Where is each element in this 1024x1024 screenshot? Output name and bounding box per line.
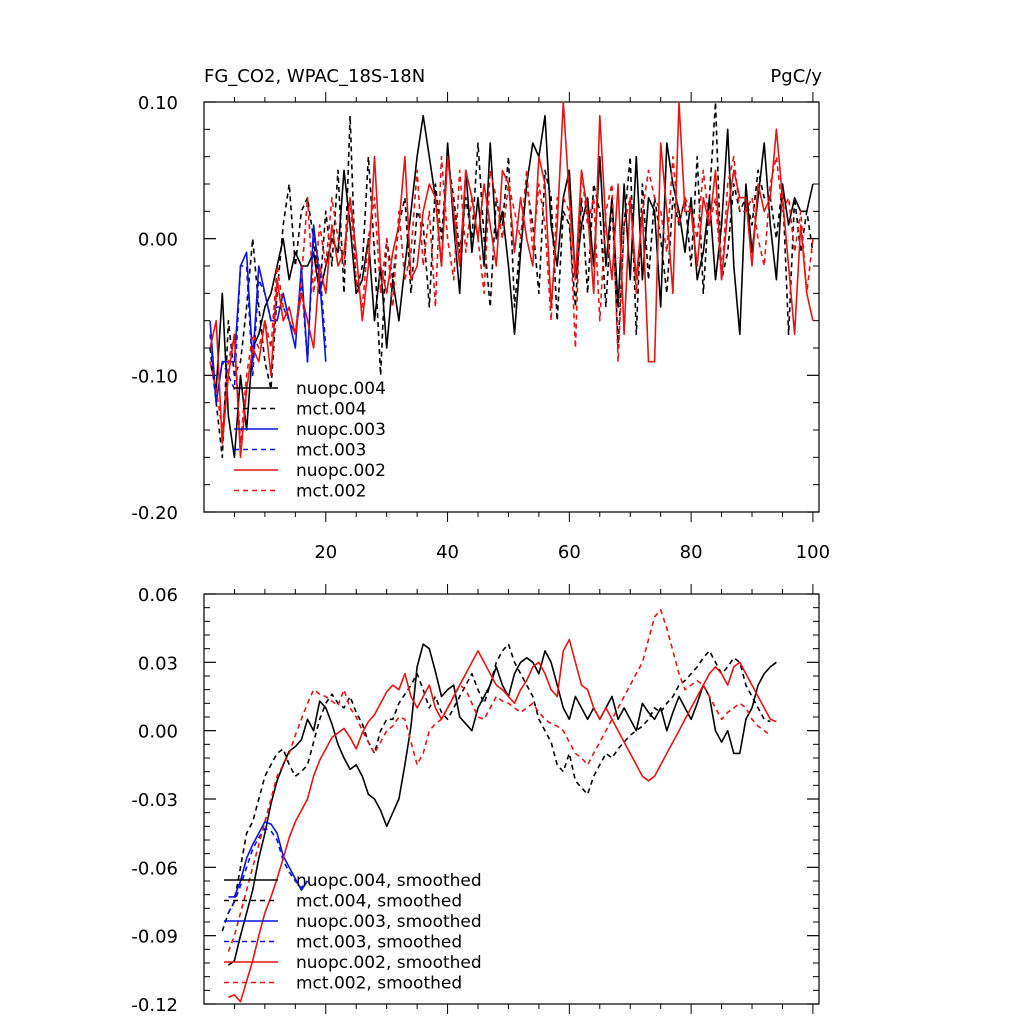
x-tick-label: 60 bbox=[558, 542, 581, 563]
legend-label: nuopc.002 bbox=[296, 461, 386, 481]
y-tick-label: -0.10 bbox=[131, 366, 178, 387]
y-tick-label: 0.10 bbox=[138, 93, 178, 114]
y-tick-label: 0.00 bbox=[138, 722, 178, 743]
y-tick-label: -0.12 bbox=[131, 995, 178, 1016]
series-line-mct-002 bbox=[209, 155, 814, 445]
legend-label: mct.004, smoothed bbox=[296, 892, 462, 912]
legend-label: mct.003, smoothed bbox=[296, 933, 462, 953]
y-tick-label: -0.06 bbox=[131, 858, 178, 879]
x-tick-label: 40 bbox=[436, 542, 459, 563]
y-tick-label: -0.20 bbox=[131, 503, 178, 524]
series-line-mct-004-smoothed bbox=[221, 643, 771, 932]
series-line-nuopc-002 bbox=[209, 101, 814, 459]
series-line-nuopc-003-smoothed bbox=[228, 820, 309, 898]
y-tick-label: 0.00 bbox=[138, 230, 178, 251]
y-tick-label: 0.03 bbox=[138, 653, 178, 674]
series-line-nuopc-003 bbox=[209, 224, 327, 404]
series-line-mct-003 bbox=[209, 237, 327, 404]
legend-label: mct.004 bbox=[296, 400, 366, 420]
legend-label: nuopc.003, smoothed bbox=[296, 912, 482, 932]
legend-label: nuopc.003 bbox=[296, 420, 386, 440]
legend-label: nuopc.004, smoothed bbox=[296, 871, 482, 891]
panel-flux-smoothed: 0.06 0.03 0.00 -0.03 -0.06 -0.09 -0.12 nuopc.00… bbox=[131, 584, 820, 1016]
legend-label: mct.002 bbox=[296, 482, 366, 502]
y-tick-label: -0.09 bbox=[131, 927, 178, 948]
units-label: PgC/y bbox=[770, 66, 822, 87]
x-tick-label: 100 bbox=[796, 542, 830, 563]
panel-flux-raw: FG_CO2, WPAC_18S-18N PgC/y 0.10 0.00 -0.10… bbox=[131, 66, 830, 563]
plot-frame bbox=[203, 101, 820, 513]
series-line-nuopc-004 bbox=[209, 114, 814, 459]
series-line-mct-004 bbox=[209, 101, 814, 459]
x-tick-label: 20 bbox=[314, 542, 337, 563]
series-line-nuopc-004-smoothed bbox=[227, 643, 777, 966]
legend-label: mct.002, smoothed bbox=[296, 974, 462, 994]
series-line-nuopc-002-smoothed bbox=[228, 638, 777, 1003]
x-tick-label: 80 bbox=[680, 542, 703, 563]
legend-label: nuopc.004 bbox=[296, 379, 386, 399]
y-tick-label: 0.06 bbox=[138, 585, 178, 606]
y-tick-label: -0.03 bbox=[131, 790, 178, 811]
series-line-mct-003-smoothed bbox=[227, 827, 309, 914]
legend-label: nuopc.002, smoothed bbox=[296, 953, 482, 973]
series-line-mct-002-smoothed bbox=[227, 609, 771, 952]
legend-label: mct.003 bbox=[296, 441, 366, 461]
chart-title: FG_CO2, WPAC_18S-18N bbox=[204, 66, 425, 87]
